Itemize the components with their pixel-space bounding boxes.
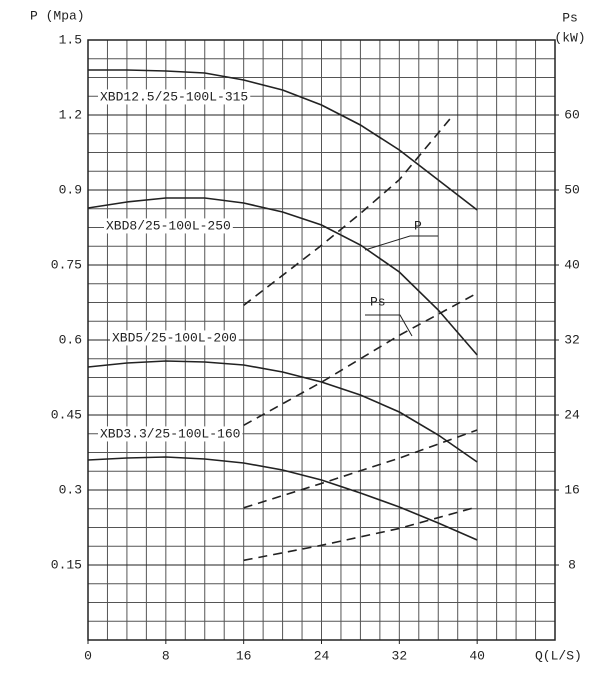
- y-tick-label: 0.45: [51, 407, 82, 422]
- y-tick-label: 0.75: [51, 257, 82, 272]
- x-tick-label: 40: [469, 648, 485, 663]
- y2-tick-label: 8: [568, 557, 576, 572]
- leader-line: [365, 314, 413, 337]
- x-tick-label: 16: [236, 648, 252, 663]
- x-tick-label: 8: [162, 648, 170, 663]
- pressure-curve: [88, 69, 478, 211]
- y2-axis-label: Ps: [562, 10, 578, 25]
- y-tick-label: 0.3: [59, 482, 82, 497]
- x-axis-label: Q(L/S): [535, 648, 582, 663]
- leader-line: [364, 235, 438, 251]
- y2-tick-label: 16: [564, 482, 580, 497]
- power-curve: [243, 117, 452, 306]
- y2-tick-label: 50: [564, 182, 580, 197]
- annotation: Ps: [370, 294, 386, 309]
- y-tick-label: 1.5: [59, 32, 82, 47]
- y2-tick-label: 32: [564, 332, 580, 347]
- y2-tick-label: 60: [564, 107, 580, 122]
- y2-axis-unit: (kW): [554, 30, 585, 45]
- y-tick-label: 0.9: [59, 182, 82, 197]
- y-tick-label: 0.15: [51, 557, 82, 572]
- series-label: XBD8/25-100L-250: [106, 218, 231, 233]
- pressure-curve: [87, 197, 478, 356]
- label-bg: [98, 426, 243, 442]
- label-bg: [110, 330, 239, 346]
- x-tick-label: 24: [314, 648, 330, 663]
- pressure-curve: [87, 456, 478, 541]
- series-label: XBD3.3/25-100L-160: [100, 426, 240, 441]
- x-tick-label: 0: [84, 648, 92, 663]
- series-label: XBD12.5/25-100L-315: [100, 89, 248, 104]
- y-tick-label: 1.2: [59, 107, 82, 122]
- y2-tick-label: 40: [564, 257, 580, 272]
- power-curve: [243, 429, 478, 509]
- y2-tick-label: 24: [564, 407, 580, 422]
- label-bg: [104, 218, 233, 234]
- label-bg: [98, 89, 251, 105]
- x-tick-label: 32: [392, 648, 408, 663]
- y-tick-label: 0.6: [59, 332, 82, 347]
- series-label: XBD5/25-100L-200: [112, 330, 237, 345]
- annotation: P: [414, 218, 422, 233]
- y-axis-label: P (Mpa): [30, 8, 85, 23]
- power-curve: [243, 506, 478, 562]
- pressure-curve: [87, 360, 478, 463]
